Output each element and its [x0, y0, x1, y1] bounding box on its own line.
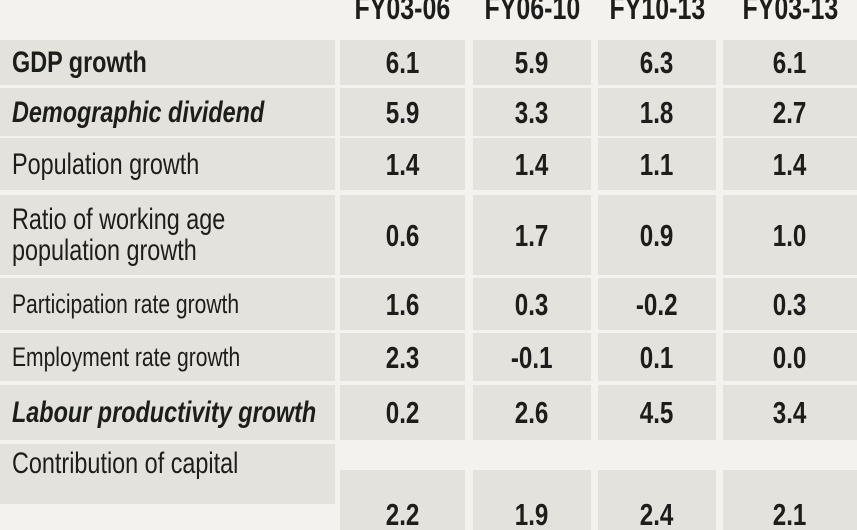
row-label: Contribution of capital	[0, 444, 335, 504]
row-label-line: Employment rate growth	[12, 341, 241, 372]
table-cell: 2.3	[340, 333, 465, 381]
row-label-line: population growth	[12, 234, 197, 267]
row-label-line: Participation rate growth	[12, 288, 240, 319]
table-cell: 1.9	[473, 470, 591, 530]
row-label-line: Population growth	[12, 147, 200, 181]
table-cell: 2.1	[723, 470, 857, 530]
column-header-text: FY06-10	[484, 0, 580, 26]
cell-value: 5.9	[385, 94, 420, 130]
table-cell: 3.3	[473, 88, 591, 136]
cell-value: 1.6	[385, 286, 420, 322]
table-cell: 6.1	[723, 40, 857, 85]
row-label: Employment rate growth	[0, 333, 335, 381]
table-cell: 0.3	[723, 278, 857, 330]
column-header: FY03-06	[340, 0, 465, 28]
table-cell: -0.2	[598, 278, 716, 330]
cell-value: 4.5	[640, 395, 674, 430]
row-label: Population growth	[0, 138, 335, 190]
table-cell: 1.4	[340, 138, 465, 190]
table-cell: 1.8	[598, 88, 716, 136]
cell-value: -0.1	[511, 339, 553, 375]
cell-value: 2.1	[773, 497, 807, 530]
row-label: Demographic dividend	[0, 88, 335, 136]
cell-value: 1.8	[640, 94, 674, 130]
cell-value: 6.3	[640, 45, 674, 80]
cell-value: 6.1	[385, 45, 420, 80]
cell-value: 3.4	[773, 395, 807, 430]
column-header-text: FY10-13	[609, 0, 705, 26]
cell-value: 1.9	[515, 497, 549, 530]
cell-value: 5.9	[515, 45, 549, 80]
cell-value: 1.0	[773, 217, 807, 253]
table-cell: 1.0	[723, 195, 857, 275]
column-header: FY10-13	[598, 0, 716, 28]
row-label: Labour productivity growth	[0, 385, 335, 440]
column-header: FY03-13	[723, 0, 857, 28]
cell-value: 0.2	[385, 395, 420, 430]
cell-value: 0.6	[385, 217, 420, 253]
column-header-text: FY03-06	[354, 0, 451, 26]
cell-value: 2.2	[385, 497, 420, 530]
cell-value: 0.0	[773, 339, 807, 375]
cell-value: 0.9	[640, 217, 674, 253]
row-label: Ratio of working age population growth	[0, 195, 335, 275]
cell-value: -0.2	[636, 286, 678, 322]
table-cell: 1.7	[473, 195, 591, 275]
row-label: GDP growth	[0, 40, 335, 85]
table-cell: 2.4	[598, 470, 716, 530]
cell-value: 0.1	[640, 339, 674, 375]
table-cell: 2.7	[723, 88, 857, 136]
table-cell: 2.2	[340, 470, 465, 530]
table-cell: -0.1	[473, 333, 591, 381]
row-label: Participation rate growth	[0, 278, 335, 330]
column-header-text: FY03-13	[742, 0, 838, 26]
table-cell: 6.3	[598, 40, 716, 85]
table-cell: 0.0	[723, 333, 857, 381]
table-cell: 1.1	[598, 138, 716, 190]
row-label-line: Ratio of working age	[12, 203, 226, 236]
row-label-line: Demographic dividend	[12, 95, 265, 129]
cell-value: 2.6	[515, 395, 549, 430]
cell-value: 1.4	[773, 146, 807, 182]
cell-value: 1.1	[640, 146, 674, 182]
cell-value: 0.3	[773, 286, 807, 322]
table-cell: 5.9	[340, 88, 465, 136]
table-cell: 1.6	[340, 278, 465, 330]
column-header: FY06-10	[473, 0, 591, 28]
table-cell: 0.2	[340, 385, 465, 440]
cell-value: 0.3	[515, 286, 549, 322]
table-cell: 0.3	[473, 278, 591, 330]
cell-value: 2.4	[640, 497, 674, 530]
row-label-line: GDP growth	[12, 46, 147, 79]
table-cell: 2.6	[473, 385, 591, 440]
cell-value: 2.7	[773, 94, 807, 130]
cell-value: 3.3	[515, 94, 549, 130]
table-cell: 0.6	[340, 195, 465, 275]
cell-value: 1.7	[515, 217, 549, 253]
table-cell: 1.4	[473, 138, 591, 190]
table-cell: 6.1	[340, 40, 465, 85]
cell-value: 2.3	[385, 339, 420, 375]
cell-value: 6.1	[773, 45, 807, 80]
table-cell: 4.5	[598, 385, 716, 440]
table-cell: 1.4	[723, 138, 857, 190]
row-label-line: Contribution of capital	[12, 447, 239, 480]
row-label-line: Labour productivity growth	[12, 396, 317, 429]
table-cell: 0.9	[598, 195, 716, 275]
cell-value: 1.4	[515, 146, 549, 182]
table-cell: 0.1	[598, 333, 716, 381]
table-cell: 3.4	[723, 385, 857, 440]
cell-value: 1.4	[385, 146, 420, 182]
table-cell: 5.9	[473, 40, 591, 85]
